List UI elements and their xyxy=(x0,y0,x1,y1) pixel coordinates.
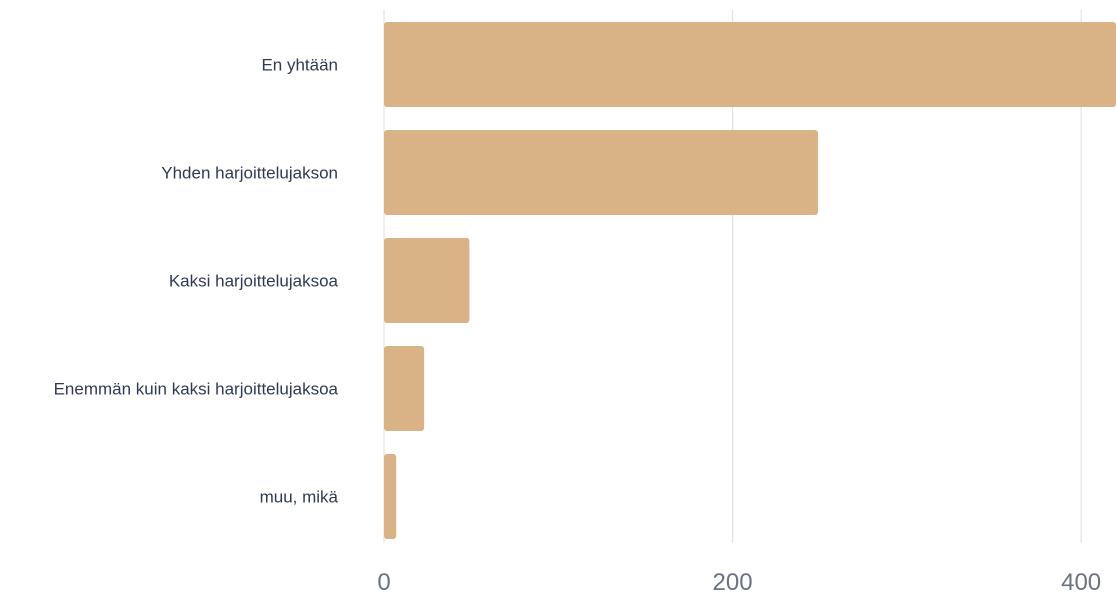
category-label-2: Kaksi harjoittelujaksoa xyxy=(169,272,339,291)
bar-1 xyxy=(384,130,818,215)
bars xyxy=(384,22,1116,539)
bar-2 xyxy=(384,238,470,323)
x-tick-label-200: 200 xyxy=(713,569,753,592)
bar-4 xyxy=(384,454,397,539)
x-tick-label-0: 0 xyxy=(377,569,390,592)
category-label-4: muu, mikä xyxy=(260,488,339,507)
x-axis-ticks: 0 200 400 xyxy=(377,569,1101,592)
category-label-0: En yhtään xyxy=(261,56,338,75)
category-label-1: Yhden harjoittelujakson xyxy=(161,164,338,183)
bar-0 xyxy=(384,22,1116,107)
category-label-3: Enemmän kuin kaksi harjoittelujaksoa xyxy=(54,380,339,399)
bar-3 xyxy=(384,346,425,431)
x-tick-label-400: 400 xyxy=(1061,569,1101,592)
category-labels: En yhtään Yhden harjoittelujakson Kaksi ha… xyxy=(54,56,339,507)
